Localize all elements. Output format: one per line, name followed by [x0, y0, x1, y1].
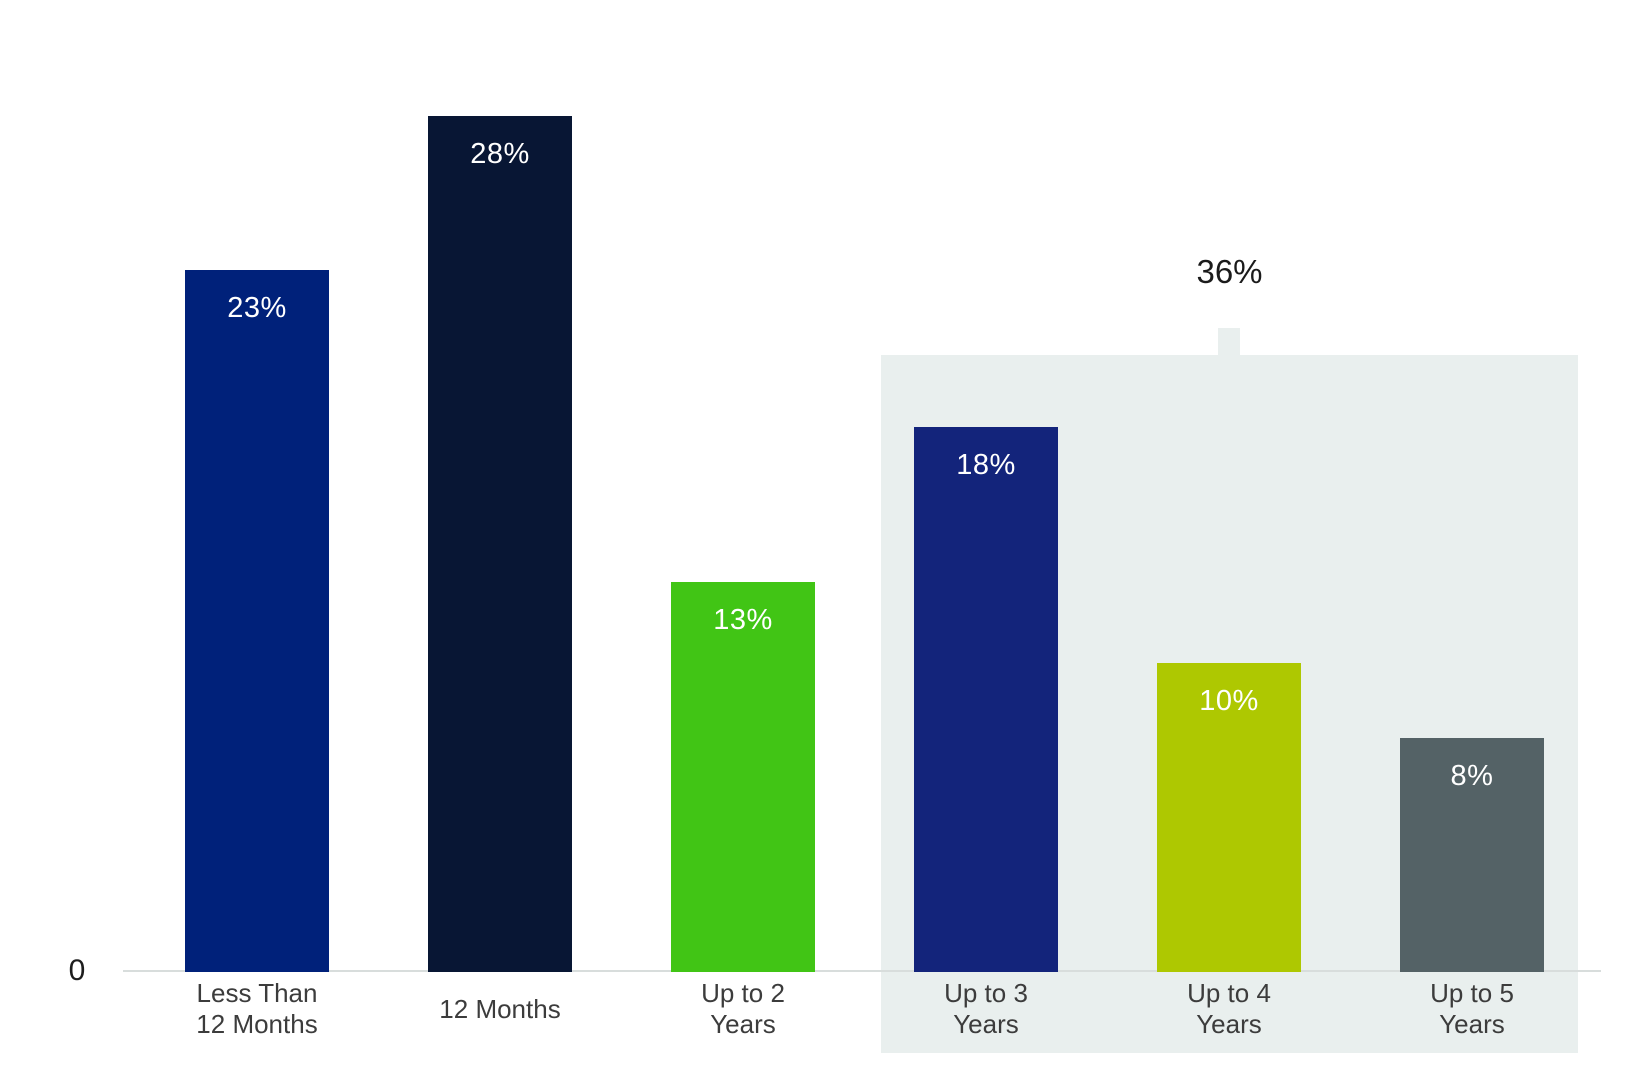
category-label-line: Up to 4: [1187, 978, 1271, 1008]
bar-value-label-up-to-5-years: 8%: [1450, 760, 1494, 792]
category-label-line: Less Than: [196, 978, 318, 1008]
bar-value-label-up-to-4-years: 10%: [1199, 685, 1259, 717]
category-label-line: Years: [710, 1009, 776, 1039]
bar-value-label-up-to-3-years: 18%: [956, 449, 1016, 481]
category-label-line: Up to 3: [944, 978, 1028, 1008]
bar-12-months: 28%: [428, 116, 572, 972]
bar-up-to-2-years: 13%: [671, 582, 815, 972]
category-label-up-to-4-years: Up to 4 Years: [1107, 978, 1351, 1040]
bar-less-than-12-months: 23%: [185, 270, 329, 972]
y-axis-zero-label: 0: [68, 954, 86, 987]
category-label-line: Years: [953, 1009, 1019, 1039]
bar-up-to-4-years: 10%: [1157, 663, 1301, 972]
category-label-line: Up to 2: [701, 978, 785, 1008]
category-label-line: 12 Months: [439, 993, 561, 1024]
bar-value-label-up-to-2-years: 13%: [713, 604, 773, 636]
bar-value-label-12-months: 28%: [470, 138, 530, 170]
bar-up-to-5-years: 8%: [1400, 738, 1544, 972]
category-label-up-to-2-years: Up to 2 Years: [621, 978, 865, 1040]
bar-up-to-3-years: 18%: [914, 427, 1058, 972]
category-label-line: Years: [1439, 1009, 1505, 1039]
category-label-line: Years: [1196, 1009, 1262, 1039]
category-label-up-to-3-years: Up to 3 Years: [864, 978, 1108, 1040]
category-label-line: 12 Months: [196, 1009, 318, 1039]
highlight-group-value-label: 36%: [1196, 253, 1263, 290]
x-axis-baseline: [123, 970, 1601, 972]
category-label-less-than-12-months: Less Than 12 Months: [135, 978, 379, 1040]
category-label-12-months: 12 Months: [378, 978, 622, 1040]
bar-value-label-less-than-12-months: 23%: [227, 292, 287, 324]
callout-notch: [1218, 328, 1240, 355]
category-label-line: Up to 5: [1430, 978, 1514, 1008]
category-label-up-to-5-years: Up to 5 Years: [1350, 978, 1594, 1040]
